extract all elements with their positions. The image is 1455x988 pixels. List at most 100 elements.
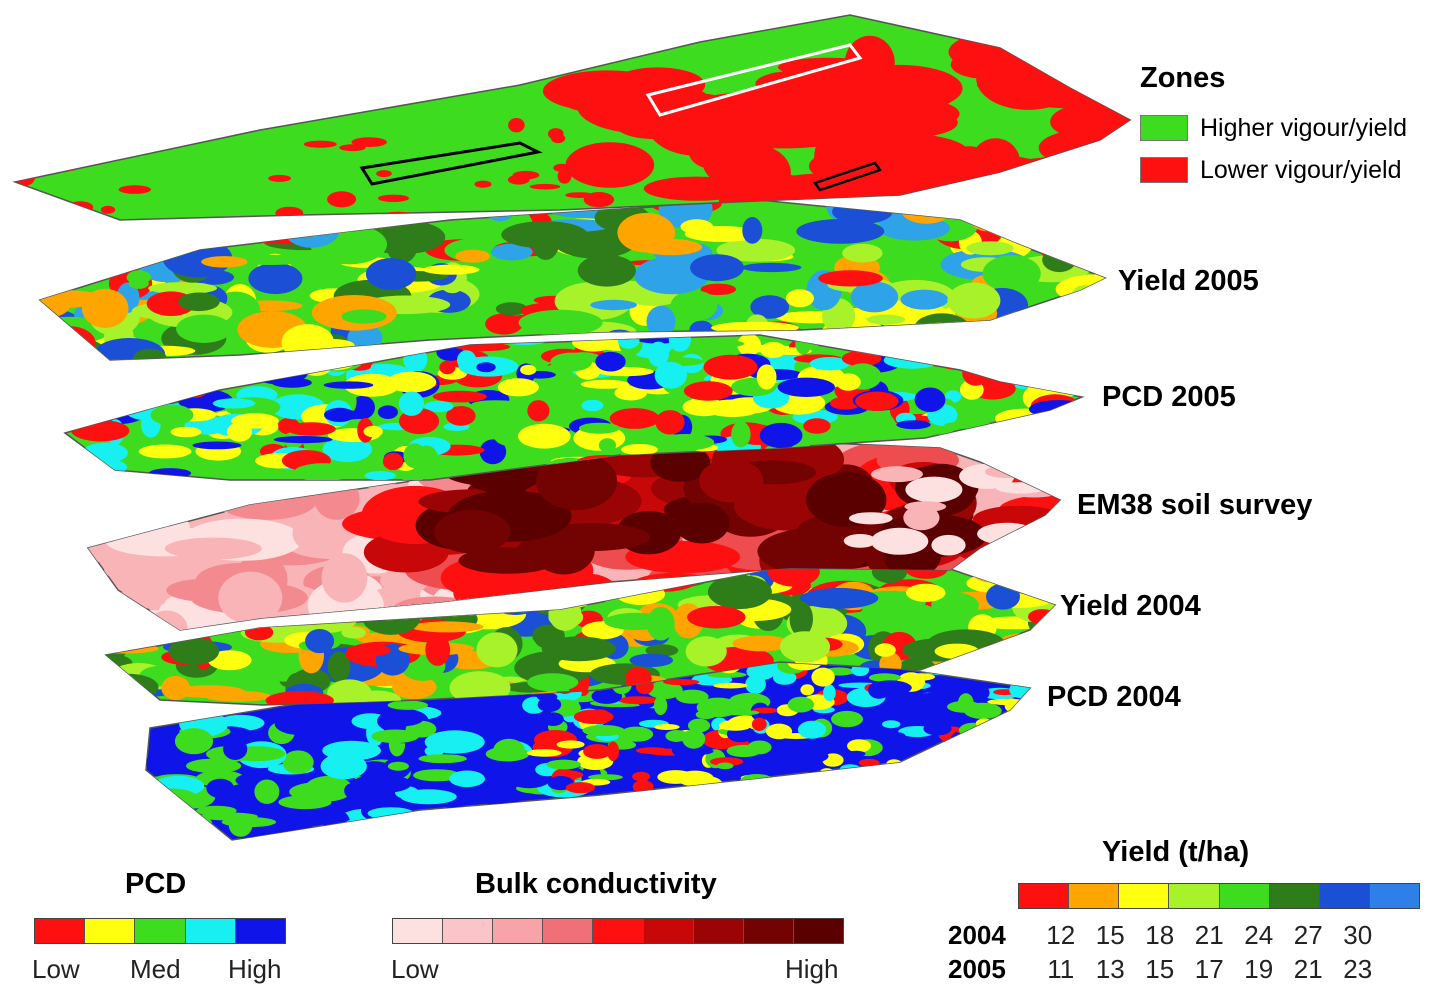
texture-blob — [490, 243, 533, 261]
pcd-swatch — [135, 919, 186, 943]
texture-blob — [1025, 417, 1059, 430]
texture-blob — [682, 729, 706, 749]
texture-blob — [382, 452, 404, 471]
texture-blob — [207, 650, 252, 671]
texture-blob — [148, 282, 218, 295]
texture-blob — [322, 436, 372, 463]
texture-blob — [88, 591, 166, 612]
texture-blob — [700, 283, 737, 295]
texture-blob — [223, 738, 248, 760]
texture-blob — [707, 574, 772, 610]
texture-blob — [324, 407, 356, 422]
texture-blob — [701, 784, 740, 795]
texture-blob — [310, 826, 354, 840]
texture-blob — [402, 475, 423, 480]
texture-blob — [526, 749, 562, 757]
texture-blob — [687, 718, 711, 733]
texture-blob — [583, 192, 615, 208]
texture-blob — [529, 183, 561, 190]
texture-blob — [268, 174, 291, 182]
texture-blob — [204, 690, 271, 702]
texture-blob — [984, 465, 1026, 478]
texture-blob — [164, 537, 262, 560]
texture-blob — [327, 191, 357, 208]
yield-value: 11 — [1047, 954, 1075, 984]
texture-blob — [376, 170, 392, 178]
texture-blob — [996, 482, 1046, 494]
texture-blob — [411, 621, 484, 633]
texture-blob — [969, 761, 1010, 781]
texture-blob — [655, 410, 685, 435]
texture-blob — [614, 385, 647, 401]
yield-legend-row-2004: 2004 12 15 18 21 24 27 30 — [948, 920, 1383, 951]
texture-blob — [607, 741, 619, 761]
texture-blob — [944, 421, 994, 429]
texture-blob — [546, 759, 581, 770]
texture-blob — [653, 695, 668, 716]
texture-blob — [553, 163, 570, 172]
texture-blob — [853, 783, 873, 793]
yield-value: 15 — [1095, 920, 1125, 950]
texture-blob — [478, 801, 522, 827]
texture-blob — [582, 725, 625, 736]
texture-blob — [905, 476, 963, 503]
texture-blob — [106, 397, 160, 405]
texture-blob — [882, 720, 901, 729]
texture-blob — [816, 67, 886, 129]
texture-blob — [991, 334, 1081, 360]
texture-blob — [218, 571, 283, 624]
texture-blob — [342, 816, 396, 837]
zones-layer — [12, 14, 1132, 221]
texture-blob — [841, 350, 882, 367]
texture-blob — [1028, 400, 1082, 419]
texture-blob — [962, 728, 980, 741]
texture-blob — [174, 728, 214, 755]
texture-blob — [455, 249, 491, 263]
texture-blob — [823, 684, 836, 701]
texture-blob — [286, 422, 336, 436]
texture-blob — [977, 733, 1007, 744]
texture-blob — [40, 328, 80, 345]
texture-blob — [449, 770, 485, 788]
texture-blob — [106, 630, 129, 662]
texture-blob — [1006, 227, 1089, 242]
texture-blob — [537, 697, 562, 713]
texture-blob — [1028, 609, 1055, 625]
texture-blob — [493, 738, 525, 762]
texture-blob — [65, 350, 95, 370]
texture-blob — [106, 358, 150, 382]
texture-blob — [674, 502, 730, 544]
texture-blob — [542, 712, 564, 726]
texture-blob — [958, 352, 1006, 372]
texture-blob — [953, 747, 985, 760]
texture-blob — [298, 807, 332, 824]
texture-blob — [590, 822, 625, 840]
texture-blob — [855, 391, 899, 411]
texture-blob — [201, 256, 248, 268]
texture-blob — [814, 774, 830, 782]
texture-blob — [548, 596, 582, 631]
texture-blob — [716, 238, 796, 262]
texture-blob — [871, 772, 900, 783]
texture-blob — [215, 359, 260, 379]
conductivity-swatch — [593, 919, 644, 943]
texture-blob — [497, 378, 539, 397]
texture-blob — [558, 15, 649, 31]
texture-blob — [604, 612, 669, 631]
yield-value: 21 — [1293, 954, 1323, 984]
texture-blob — [848, 335, 892, 345]
texture-blob — [1023, 660, 1055, 679]
texture-blob — [947, 700, 982, 713]
texture-blob — [870, 527, 929, 555]
texture-blob — [606, 329, 633, 340]
em38-label: EM38 soil survey — [1077, 489, 1313, 521]
texture-blob — [1070, 254, 1105, 265]
yield-2005-label: Yield 2005 — [1118, 265, 1259, 297]
texture-blob — [398, 817, 447, 830]
higher-vigour-swatch — [1140, 115, 1188, 141]
texture-blob — [583, 744, 611, 759]
texture-blob — [278, 795, 332, 810]
texture-blob — [66, 389, 118, 416]
texture-blob — [1029, 426, 1082, 444]
texture-blob — [687, 605, 746, 629]
